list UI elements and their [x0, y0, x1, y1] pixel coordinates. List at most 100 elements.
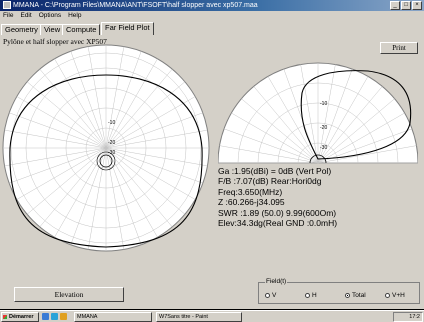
- tab-compute[interactable]: Compute: [62, 24, 101, 35]
- ring-label: -10: [320, 101, 327, 107]
- grid-spoke: [39, 147, 107, 228]
- frequency-text: Freq:3.650(MHz): [218, 186, 283, 197]
- azimuth-grid: [3, 45, 209, 251]
- grid-spoke: [105, 58, 158, 149]
- field-radio-v[interactable]: V: [265, 292, 276, 299]
- grid-spoke: [39, 68, 107, 149]
- field-group: Field(t) V H Total V+H: [258, 278, 420, 304]
- radio-dot: [265, 293, 270, 298]
- menu-edit[interactable]: Edit: [20, 12, 32, 19]
- taskbar: Démarrer MMANA W7Sans titre - Paint 17:2: [0, 310, 424, 322]
- grid-spoke: [105, 147, 203, 184]
- grid-spoke: [105, 147, 208, 167]
- elevation-inner-ring: [309, 154, 327, 164]
- grid-spoke: [317, 98, 395, 164]
- grid-spoke: [4, 147, 107, 167]
- grid-spoke: [105, 147, 173, 228]
- grid-spoke: [317, 68, 353, 164]
- menu-help[interactable]: Help: [68, 12, 82, 19]
- grid-spoke: [105, 96, 196, 149]
- field-radio-total[interactable]: Total: [345, 292, 366, 299]
- grid-spoke: [105, 51, 142, 149]
- grid-spoke: [317, 76, 369, 164]
- grid-spoke: [105, 147, 142, 245]
- grid-spoke: [26, 147, 107, 215]
- menu-bar: File Edit Options Help: [0, 11, 424, 21]
- browser-icon[interactable]: [51, 313, 58, 320]
- radio-dot: [385, 293, 390, 298]
- grid-spoke: [87, 147, 107, 250]
- task-mmana[interactable]: MMANA: [74, 312, 152, 322]
- front-back-text: F/B :7.07(dB) Rear:Hori0dg: [218, 176, 322, 187]
- azimuth-inner-ring: [96, 151, 116, 171]
- grid-spoke: [105, 129, 208, 149]
- field-legend: Field(t): [265, 278, 288, 285]
- grid-spoke: [317, 145, 417, 164]
- grid-spoke: [105, 147, 196, 200]
- grid-spoke: [317, 86, 383, 164]
- grid-spoke: [70, 51, 107, 149]
- minimize-button[interactable]: _: [390, 1, 400, 10]
- grid-spoke: [105, 147, 125, 250]
- elevation-pattern: [300, 70, 412, 160]
- elevation-grid: [218, 63, 418, 164]
- title-bar: MMANA - C:\Program Files\MMANA\ANT\FSOFT…: [0, 0, 424, 11]
- azimuth-plot: -10 -20 -30: [2, 44, 210, 252]
- grid-spoke: [231, 112, 319, 164]
- app-icon: [3, 1, 11, 10]
- close-button[interactable]: ×: [412, 1, 422, 10]
- elevation-button[interactable]: Elevation: [14, 287, 124, 302]
- grid-spoke: [267, 76, 319, 164]
- grid-spoke: [105, 112, 203, 149]
- grid-spoke: [9, 112, 107, 149]
- ring-label: -20: [320, 125, 327, 131]
- grid-spoke: [223, 128, 319, 164]
- tab-far-field-plot[interactable]: Far Field Plot: [101, 22, 154, 35]
- menu-file[interactable]: File: [3, 12, 14, 19]
- print-button[interactable]: Print: [380, 42, 418, 54]
- azimuth-pattern: [9, 74, 203, 248]
- tab-geometry[interactable]: Geometry: [1, 24, 42, 35]
- elevation-text: Elev:34.3dg(Real GND :0.0mH): [218, 218, 338, 229]
- impedance-text: Z :60.266-j34.095: [218, 197, 285, 208]
- radio-dot: [305, 293, 310, 298]
- grid-spoke: [317, 64, 336, 164]
- field-radio-h[interactable]: H: [305, 292, 317, 299]
- grid-spoke: [16, 147, 107, 200]
- elevation-plot: -10 -20 -30: [218, 62, 418, 164]
- grid-spoke: [105, 68, 173, 149]
- menu-options[interactable]: Options: [38, 12, 62, 19]
- grid-spoke: [219, 145, 319, 164]
- grid-spoke: [105, 46, 125, 149]
- grid-spoke: [300, 64, 319, 164]
- desktop-icon[interactable]: [42, 313, 49, 320]
- window-title: MMANA - C:\Program Files\MMANA\ANT\FSOFT…: [13, 2, 258, 9]
- ring-label: -30: [108, 150, 115, 156]
- grid-spoke: [253, 86, 319, 164]
- swr-text: SWR :1.89 (50.0) 9.99(600Om): [218, 207, 337, 218]
- quick-launch: [42, 313, 67, 320]
- plot-title: Pylône et half slopper avec XP507: [3, 37, 107, 46]
- radio-dot-selected: [345, 293, 350, 298]
- grid-spoke: [54, 58, 107, 149]
- folder-icon[interactable]: [60, 313, 67, 320]
- grid-spoke: [70, 147, 107, 245]
- grid-spoke: [241, 98, 319, 164]
- azimuth-inner-ring: [99, 154, 113, 168]
- grid-spoke: [9, 147, 107, 184]
- tab-bar: Geometry View Compute Far Field Plot: [0, 21, 424, 35]
- maximize-button[interactable]: □: [401, 1, 411, 10]
- clock: 17:2: [393, 312, 423, 322]
- grid-spoke: [317, 128, 413, 164]
- task-paint[interactable]: W7Sans titre - Paint: [156, 312, 242, 322]
- grid-spoke: [317, 112, 405, 164]
- grid-spoke: [16, 96, 107, 149]
- grid-spoke: [87, 46, 107, 149]
- start-button[interactable]: Démarrer: [1, 312, 39, 322]
- tab-view[interactable]: View: [40, 24, 65, 35]
- results-readout: Ga :1.95(dBi) = 0dB (Vert Pol) F/B :7.07…: [218, 166, 337, 228]
- gain-text: Ga :1.95(dBi) = 0dB (Vert Pol): [218, 166, 332, 176]
- ring-label: -10: [108, 120, 115, 126]
- ring-label: -20: [108, 140, 115, 146]
- field-radio-vh[interactable]: V+H: [385, 292, 405, 299]
